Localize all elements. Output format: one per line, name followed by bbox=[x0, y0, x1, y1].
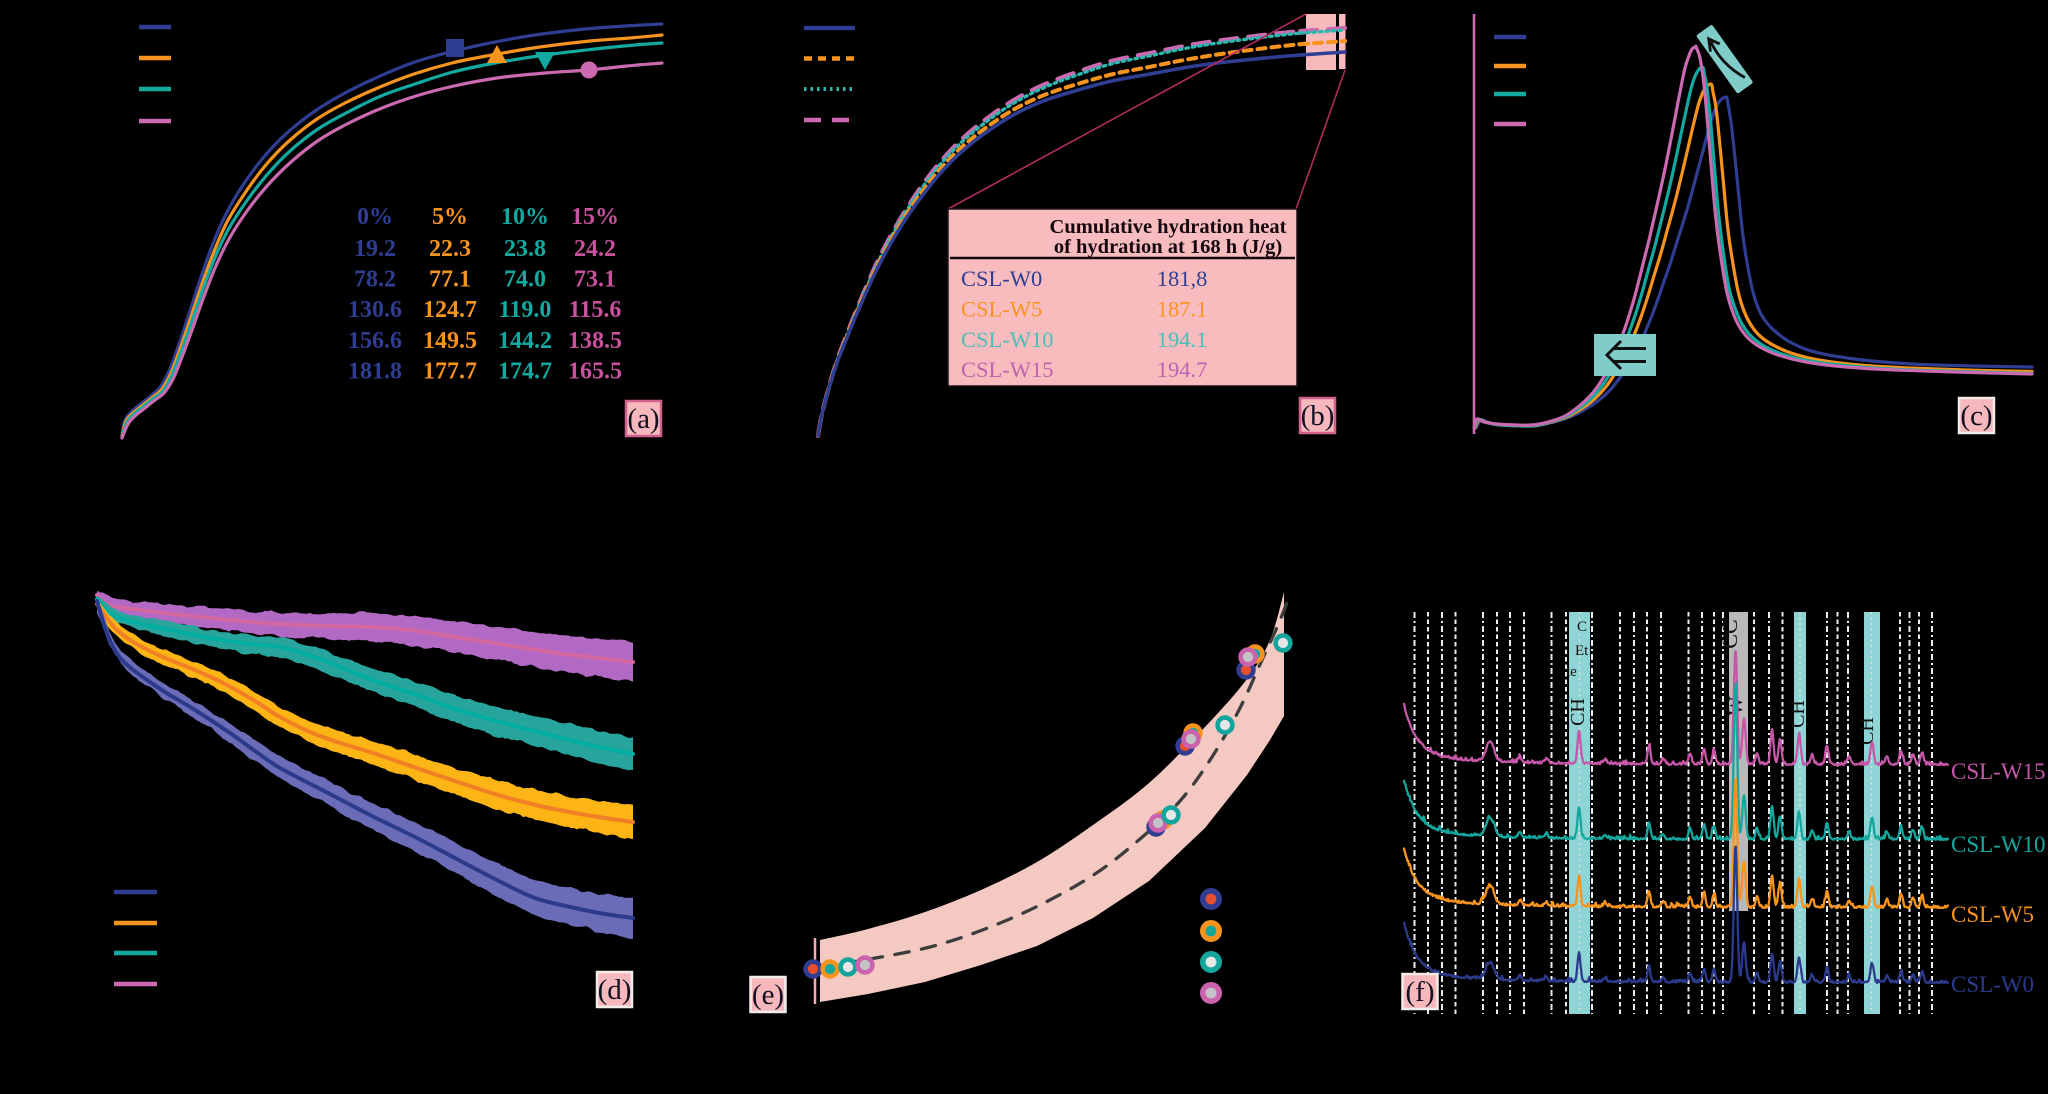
svg-text:194.1: 194.1 bbox=[1157, 327, 1208, 352]
svg-text:(f): (f) bbox=[1406, 976, 1435, 1008]
svg-text:(c): (c) bbox=[1960, 400, 1992, 432]
svg-text:of hydration at 168 h (J/g): of hydration at 168 h (J/g) bbox=[1054, 236, 1282, 258]
svg-text:CSL-W0: CSL-W0 bbox=[1951, 972, 2034, 997]
svg-text:115.6: 115.6 bbox=[569, 297, 622, 323]
svg-text:19.2: 19.2 bbox=[354, 236, 396, 262]
svg-text:(b): (b) bbox=[1301, 400, 1335, 432]
svg-text:CSL-W0: CSL-W0 bbox=[961, 266, 1042, 291]
svg-text:CH: CH bbox=[1856, 717, 1878, 745]
svg-text:181,8: 181,8 bbox=[1157, 266, 1208, 291]
svg-text:23.8: 23.8 bbox=[504, 236, 546, 262]
svg-text:CSL-W5: CSL-W5 bbox=[961, 296, 1042, 321]
svg-text:149.5: 149.5 bbox=[423, 328, 477, 354]
svg-text:181.8: 181.8 bbox=[348, 358, 402, 384]
svg-text:5%: 5% bbox=[432, 204, 468, 230]
svg-text:194.7: 194.7 bbox=[1157, 357, 1208, 382]
svg-text:CC: CC bbox=[1717, 619, 1742, 648]
svg-text:CSL-W10: CSL-W10 bbox=[961, 327, 1054, 352]
svg-text:174.7: 174.7 bbox=[498, 358, 552, 384]
svg-text:78.2: 78.2 bbox=[354, 267, 396, 293]
svg-text:24.2: 24.2 bbox=[574, 236, 616, 262]
svg-text:CH: CH bbox=[1567, 698, 1589, 726]
svg-text:156.6: 156.6 bbox=[348, 328, 402, 354]
svg-text:177.7: 177.7 bbox=[423, 358, 477, 384]
svg-text:0%: 0% bbox=[357, 204, 393, 230]
svg-text:144.2: 144.2 bbox=[498, 328, 552, 354]
svg-text:74.0: 74.0 bbox=[504, 267, 546, 293]
svg-text:77.1: 77.1 bbox=[429, 267, 471, 293]
svg-text:138.5: 138.5 bbox=[568, 328, 622, 354]
svg-text:124.7: 124.7 bbox=[423, 297, 477, 323]
svg-text:165.5: 165.5 bbox=[568, 358, 622, 384]
svg-text:CSL-W10: CSL-W10 bbox=[1951, 832, 2046, 857]
svg-text:CSL-W15: CSL-W15 bbox=[961, 357, 1054, 382]
svg-text:CSL-W5: CSL-W5 bbox=[1951, 902, 2034, 927]
svg-text:(a): (a) bbox=[627, 403, 659, 435]
svg-text:CH: CH bbox=[1787, 700, 1809, 728]
svg-text:130.6: 130.6 bbox=[348, 297, 402, 323]
svg-text:(e): (e) bbox=[752, 979, 784, 1011]
svg-text:Cumulative hydration heat: Cumulative hydration heat bbox=[1050, 216, 1287, 238]
svg-text:15%: 15% bbox=[571, 204, 619, 230]
svg-text:10%: 10% bbox=[501, 204, 549, 230]
svg-text:CSL-W15: CSL-W15 bbox=[1951, 759, 2046, 784]
svg-text:(d): (d) bbox=[598, 974, 632, 1006]
svg-text:119.0: 119.0 bbox=[499, 297, 552, 323]
svg-text:187.1: 187.1 bbox=[1157, 296, 1208, 321]
svg-text:22.3: 22.3 bbox=[429, 236, 471, 262]
svg-text:73.1: 73.1 bbox=[574, 267, 616, 293]
svg-text:Et: Et bbox=[1575, 643, 1589, 659]
svg-text:te: te bbox=[1566, 664, 1577, 680]
svg-text:C: C bbox=[1577, 619, 1587, 635]
